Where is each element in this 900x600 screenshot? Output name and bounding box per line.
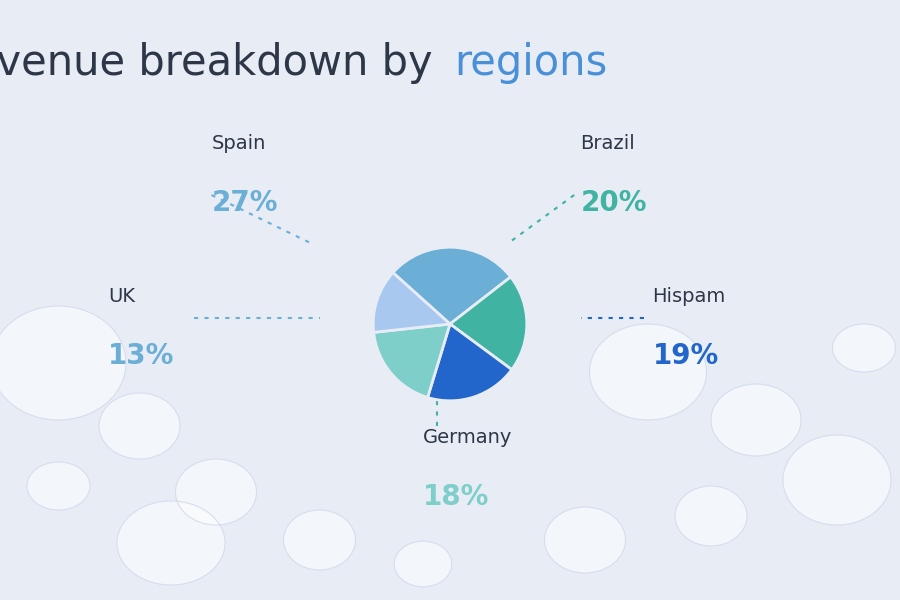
Text: 19%: 19% [652, 342, 719, 370]
Ellipse shape [783, 435, 891, 525]
Wedge shape [374, 324, 450, 397]
Text: UK: UK [108, 287, 135, 306]
Text: 13%: 13% [108, 342, 175, 370]
Ellipse shape [99, 393, 180, 459]
Text: 20%: 20% [580, 189, 647, 217]
Text: Germany: Germany [423, 428, 512, 447]
Ellipse shape [176, 459, 256, 525]
Wedge shape [450, 277, 526, 370]
Text: 27%: 27% [212, 189, 278, 217]
Ellipse shape [117, 501, 225, 585]
Wedge shape [374, 272, 450, 332]
Ellipse shape [711, 384, 801, 456]
Ellipse shape [284, 510, 356, 570]
Ellipse shape [0, 306, 126, 420]
Text: Hispam: Hispam [652, 287, 725, 306]
Text: Spain: Spain [212, 134, 266, 153]
Ellipse shape [544, 507, 626, 573]
Ellipse shape [394, 541, 452, 587]
Ellipse shape [590, 324, 706, 420]
Wedge shape [428, 324, 512, 401]
Text: Our revenue breakdown by: Our revenue breakdown by [0, 42, 446, 84]
Text: 18%: 18% [423, 483, 490, 511]
Text: Brazil: Brazil [580, 134, 635, 153]
Ellipse shape [675, 486, 747, 546]
Ellipse shape [27, 462, 90, 510]
Ellipse shape [832, 324, 896, 372]
Wedge shape [393, 247, 510, 324]
Text: regions: regions [454, 42, 608, 84]
